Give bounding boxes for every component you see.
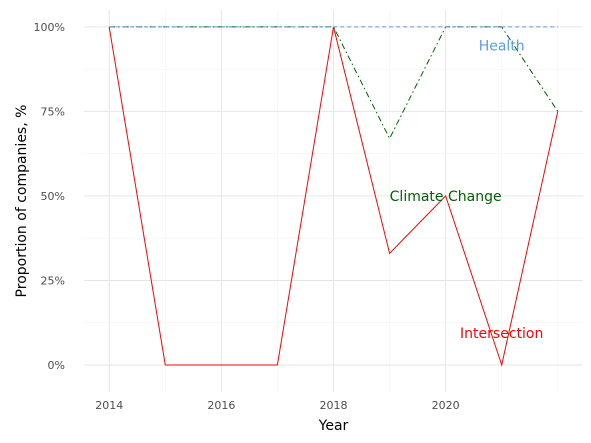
x-tick-label: 2014 bbox=[95, 399, 123, 412]
series-label-intersection: Intersection bbox=[460, 326, 543, 342]
x-axis-ticks: 2014 2016 2018 2020 bbox=[95, 399, 459, 412]
series-label-climate-change: Climate Change bbox=[390, 189, 502, 205]
x-tick-label: 2016 bbox=[207, 399, 235, 412]
y-tick-label: 75% bbox=[41, 105, 65, 118]
x-axis-title: Year bbox=[318, 418, 349, 434]
series-label-health: Health bbox=[479, 38, 525, 54]
y-tick-label: 50% bbox=[41, 190, 65, 203]
y-tick-label: 0% bbox=[48, 359, 65, 372]
y-tick-label: 25% bbox=[41, 274, 65, 287]
y-tick-label: 100% bbox=[34, 21, 65, 34]
x-tick-label: 2020 bbox=[432, 399, 460, 412]
y-axis-ticks: 0% 25% 50% 75% 100% bbox=[34, 21, 65, 372]
y-axis-title: Proportion of companies, % bbox=[14, 105, 30, 298]
series-labels: Health Climate Change Intersection bbox=[390, 38, 544, 341]
series-lines bbox=[108, 26, 559, 367]
x-tick-label: 2018 bbox=[320, 399, 348, 412]
